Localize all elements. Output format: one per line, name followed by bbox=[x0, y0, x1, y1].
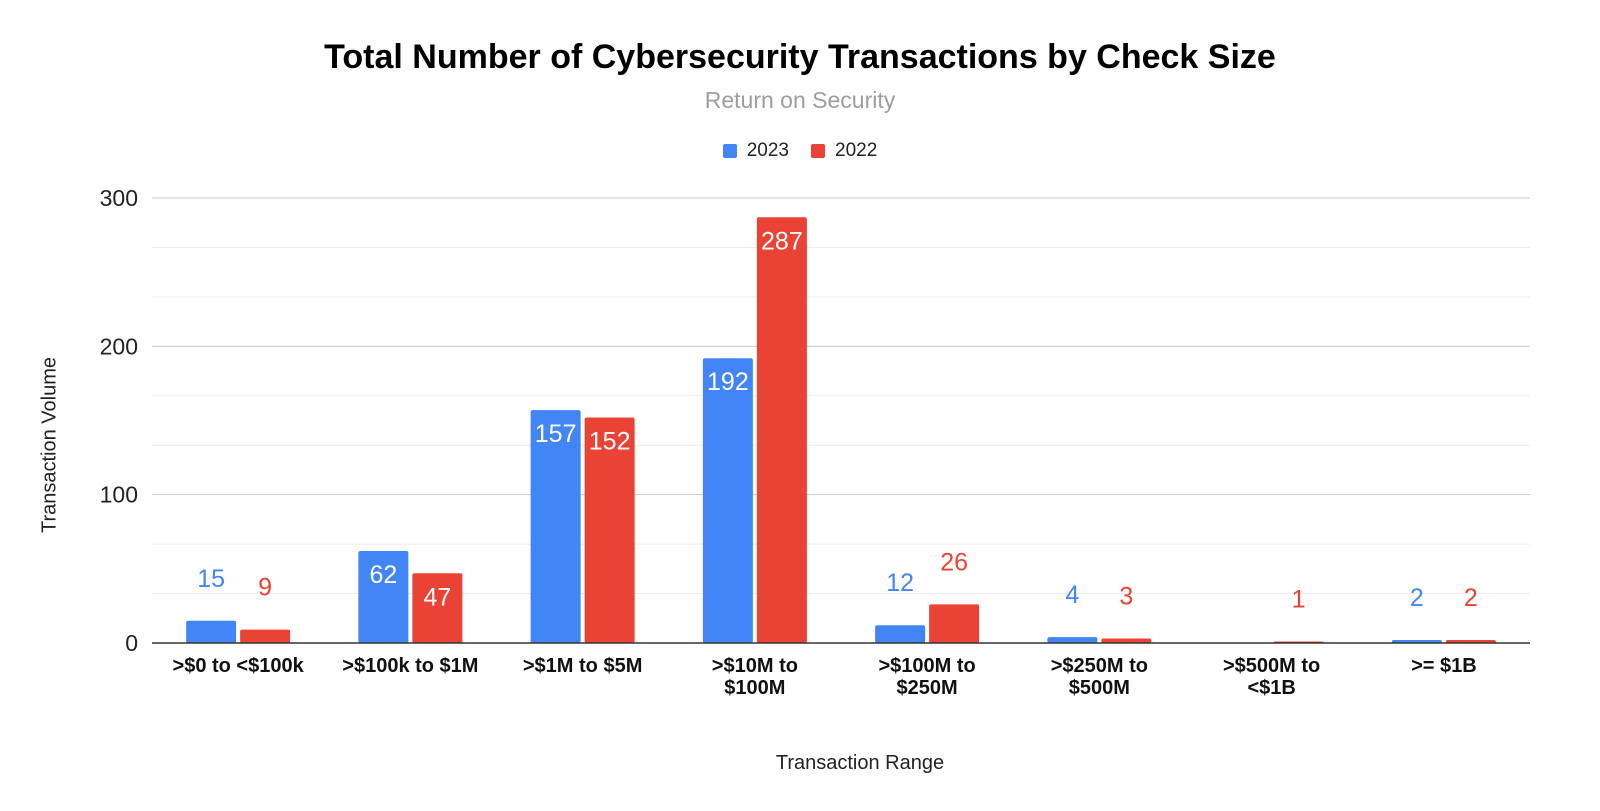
data-label-2022-1: 47 bbox=[423, 583, 451, 611]
legend-swatch-2023 bbox=[722, 144, 737, 158]
data-label-2022-2: 152 bbox=[589, 428, 631, 456]
legend-item-2023: 2023 bbox=[722, 140, 789, 162]
bar-2022-3 bbox=[756, 217, 807, 644]
data-label-2022-4: 26 bbox=[940, 548, 968, 576]
data-label-2023-0: 15 bbox=[197, 565, 225, 593]
bar-2023-2 bbox=[530, 410, 581, 643]
y-tick-label: 100 bbox=[100, 482, 138, 508]
x-tick-label: >$500M to bbox=[1223, 655, 1320, 677]
legend-item-2022: 2022 bbox=[811, 140, 877, 162]
data-label-2023-7: 2 bbox=[1410, 584, 1424, 612]
legend-label-2023: 2023 bbox=[746, 140, 789, 161]
bar-2022-1 bbox=[412, 573, 463, 643]
bar-2023-3 bbox=[702, 358, 753, 643]
x-tick-label: >$10M to bbox=[712, 655, 798, 677]
chart-subtitle: Return on Security bbox=[704, 87, 896, 113]
x-tick-label: >$0 to <$100k bbox=[173, 655, 305, 677]
data-label-2022-6: 1 bbox=[1292, 586, 1306, 614]
x-tick-label: >$250M to bbox=[1051, 655, 1148, 677]
legend-swatch-2022 bbox=[811, 144, 825, 158]
data-label-2023-4: 12 bbox=[886, 569, 914, 597]
y-tick-label: 300 bbox=[100, 185, 138, 211]
x-axis-title: Transaction Range bbox=[775, 752, 945, 774]
data-label-2023-3: 192 bbox=[707, 368, 749, 396]
x-tick-label: $500M bbox=[1069, 677, 1130, 699]
x-tick-label: >$100M to bbox=[878, 655, 975, 677]
bar-2023-5 bbox=[1047, 637, 1098, 643]
bar-2022-5 bbox=[1101, 638, 1152, 643]
y-tick-label: 200 bbox=[100, 333, 138, 359]
x-tick-label: >$1M to $5M bbox=[523, 655, 642, 677]
bar-2023-4 bbox=[875, 625, 926, 643]
bar-2022-4 bbox=[929, 604, 980, 643]
data-label-2023-2: 157 bbox=[535, 420, 577, 448]
x-tick-label: >$100k to $1M bbox=[342, 655, 478, 677]
bar-2023-1 bbox=[358, 551, 409, 643]
x-tick-label: $250M bbox=[897, 677, 958, 699]
data-label-2022-5: 3 bbox=[1119, 583, 1133, 611]
data-label-2022-0: 9 bbox=[258, 574, 272, 602]
x-tick-label: >= $1B bbox=[1411, 655, 1477, 677]
chart-title: Total Number of Cybersecurity Transactio… bbox=[324, 38, 1276, 76]
legend-label-2022: 2022 bbox=[835, 140, 878, 161]
bar-2022-2 bbox=[584, 417, 635, 643]
data-label-2023-5: 4 bbox=[1065, 581, 1079, 609]
legend: 2023 2022 bbox=[0, 140, 1600, 162]
y-tick-label: 0 bbox=[125, 630, 138, 656]
bar-2023-0 bbox=[186, 620, 237, 643]
data-label-2022-3: 287 bbox=[761, 227, 803, 255]
x-tick-label: <$1B bbox=[1247, 677, 1295, 699]
data-label-2023-1: 62 bbox=[369, 561, 397, 589]
x-tick-label: $100M bbox=[724, 677, 785, 699]
bar-2022-0 bbox=[240, 629, 291, 643]
data-label-2022-7: 2 bbox=[1464, 584, 1478, 612]
